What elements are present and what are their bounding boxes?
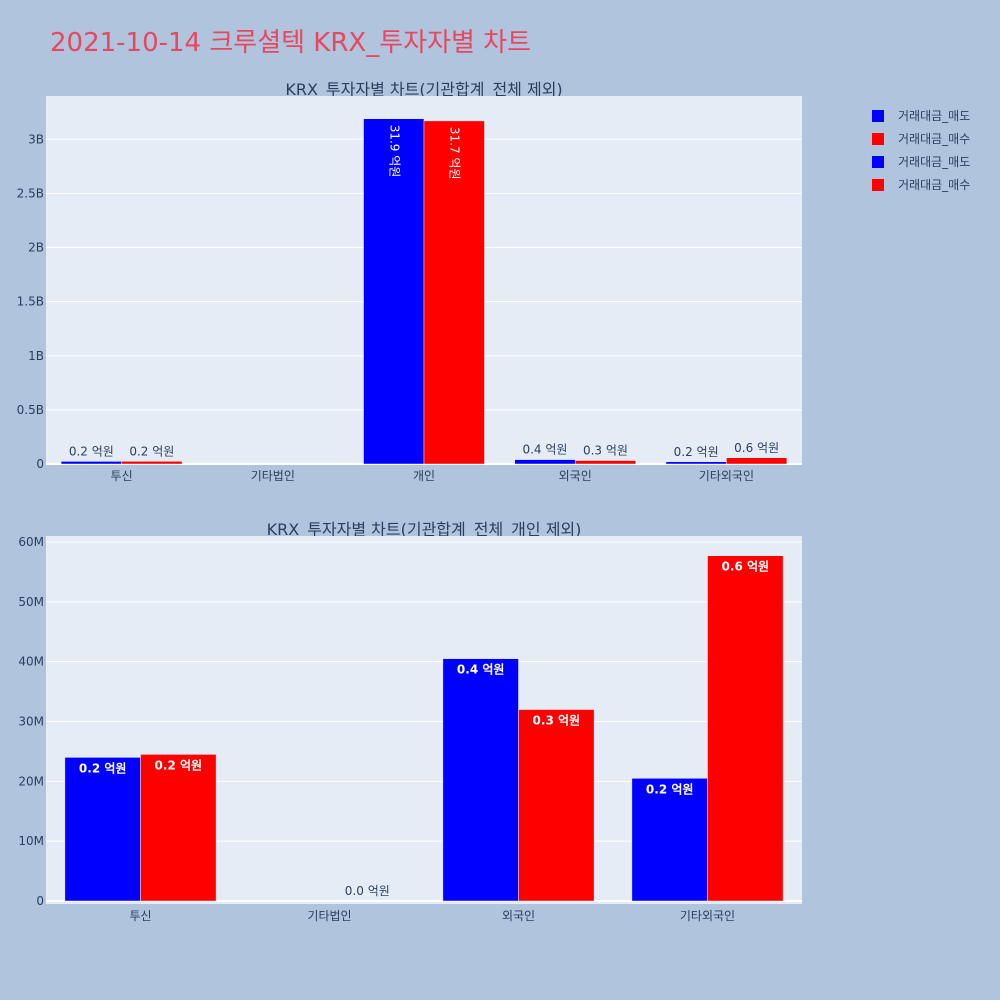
x-tick-label: 기타법인 bbox=[251, 469, 295, 483]
bar bbox=[514, 459, 576, 465]
y-tick-label: 1.5B bbox=[17, 295, 44, 309]
bar-label: 0.4 억원 bbox=[522, 443, 567, 457]
bar-label: 0.2 억원 bbox=[129, 444, 174, 458]
bar bbox=[707, 555, 784, 902]
bar bbox=[64, 757, 141, 902]
x-tick-label: 투신 bbox=[129, 909, 151, 923]
y-tick-label: 20M bbox=[18, 774, 44, 788]
legend-item[interactable]: 거래대금_매수 bbox=[872, 173, 970, 196]
page-title: 2021-10-14 크루셜텍 KRX_투자자별 차트 bbox=[50, 28, 532, 58]
bar bbox=[121, 461, 183, 465]
bar-label: 0.2 억원 bbox=[674, 445, 719, 459]
x-tick-label: 기타외국인 bbox=[699, 469, 754, 483]
bar-label: 0.2 억원 bbox=[79, 761, 127, 775]
bar-label: 0.2 억원 bbox=[69, 444, 114, 458]
x-tick-label: 기타외국인 bbox=[680, 909, 735, 923]
bar bbox=[60, 461, 122, 465]
y-tick-label: 3B bbox=[28, 132, 44, 146]
y-tick-label: 0 bbox=[36, 894, 44, 908]
x-tick-label: 개인 bbox=[413, 469, 435, 483]
bar bbox=[665, 461, 727, 465]
chart-title: KRX_투자자별 차트(기관합계_전체 제외) bbox=[285, 80, 562, 100]
y-tick-label: 1B bbox=[28, 349, 44, 363]
y-tick-label: 50M bbox=[18, 595, 44, 609]
bar-label: 31.9 억원 bbox=[387, 125, 401, 178]
y-tick-label: 2.5B bbox=[17, 186, 44, 200]
x-tick-label: 기타법인 bbox=[307, 909, 351, 923]
bar-label: 0.0 억원 bbox=[345, 884, 390, 898]
x-tick-label: 외국인 bbox=[502, 909, 535, 923]
legend-label: 거래대금_매도 bbox=[898, 109, 971, 123]
x-tick-label: 외국인 bbox=[559, 469, 592, 483]
bar-label: 0.3 억원 bbox=[583, 444, 628, 458]
bar-label: 0.6 억원 bbox=[722, 560, 770, 574]
y-tick-label: 60M bbox=[18, 535, 44, 549]
bar bbox=[574, 460, 636, 465]
bar bbox=[518, 709, 595, 902]
bar-label: 0.3 억원 bbox=[533, 714, 581, 728]
bar-label: 0.6 억원 bbox=[734, 441, 779, 455]
y-tick-label: 30M bbox=[18, 714, 44, 728]
legend-item[interactable]: 거래대금_매도 bbox=[872, 150, 970, 173]
y-tick-label: 40M bbox=[18, 655, 44, 669]
bar bbox=[442, 658, 519, 902]
legend-swatch bbox=[872, 155, 884, 168]
legend-swatch bbox=[872, 109, 884, 122]
y-tick-label: 0.5B bbox=[17, 403, 44, 417]
legend-swatch bbox=[872, 132, 884, 145]
bar bbox=[423, 120, 485, 465]
chart-top: KRX_투자자별 차트(기관합계_전체 제외) 0 0.5B 1B 1.5B 2B 2.5B… bbox=[17, 80, 802, 483]
bar bbox=[631, 778, 708, 902]
y-tick-label: 10M bbox=[18, 834, 44, 848]
legend-label: 거래대금_매수 bbox=[898, 132, 971, 146]
x-tick-label: 투신 bbox=[111, 469, 133, 483]
bar bbox=[363, 118, 425, 465]
bar-label: 0.2 억원 bbox=[646, 782, 694, 796]
bar-label: 0.4 억원 bbox=[457, 663, 505, 677]
legend-item[interactable]: 거래대금_매수 bbox=[872, 127, 970, 150]
bar bbox=[140, 754, 217, 902]
y-tick-label: 2B bbox=[28, 241, 44, 255]
chart-title: KRX_투자자별 차트(기관합계_전체_개인 제외) bbox=[267, 520, 582, 540]
bar-label: 31.7 억원 bbox=[448, 127, 462, 180]
legend-item[interactable]: 거래대금_매도 bbox=[872, 104, 970, 127]
y-tick-label: 0 bbox=[36, 457, 44, 471]
legend-label: 거래대금_매수 bbox=[898, 178, 971, 192]
legend-label: 거래대금_매도 bbox=[898, 155, 971, 169]
legend-swatch bbox=[872, 178, 884, 191]
bar bbox=[726, 457, 788, 465]
chart-bottom: KRX_투자자별 차트(기관합계_전체_개인 제외) 0 10M 20M 30M 40M 5… bbox=[18, 520, 802, 923]
legend[interactable]: 거래대금_매도 거래대금_매수 거래대금_매도 거래대금_매수 bbox=[872, 104, 970, 196]
bar-label: 0.2 억원 bbox=[155, 758, 203, 772]
